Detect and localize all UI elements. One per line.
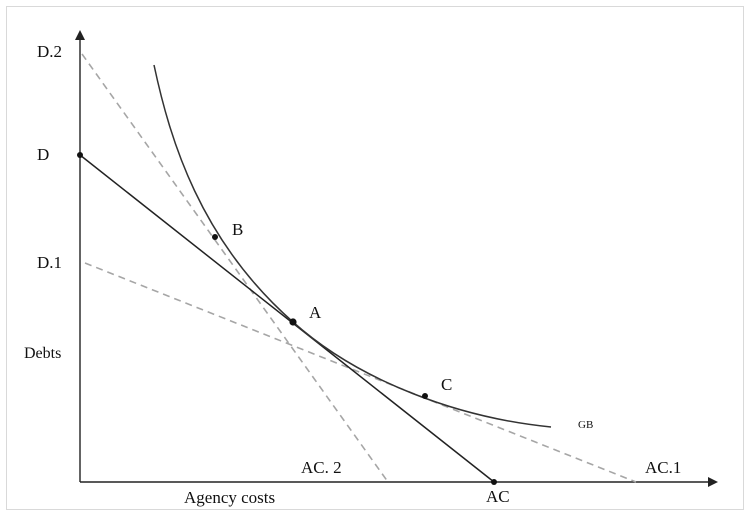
- point-a-dot: [289, 318, 297, 326]
- point-b-label: B: [232, 220, 243, 239]
- x-label-ac: AC: [486, 487, 510, 506]
- y-label-d2: D.2: [37, 42, 62, 61]
- figure-frame: [6, 6, 744, 510]
- x-label-ac1: AC.1: [645, 458, 681, 477]
- curve-label-gb: GB: [578, 419, 593, 431]
- y-label-d: D: [37, 145, 49, 164]
- x-axis-label: Agency costs: [184, 488, 275, 507]
- point-c-label: C: [441, 375, 452, 394]
- point-c-dot: [422, 393, 428, 399]
- x-label-ac2: AC. 2: [301, 458, 342, 477]
- dashed-line-d2-ac2: [81, 53, 389, 483]
- y-label-d1: D.1: [37, 253, 62, 272]
- solid-line-d-ac: [79, 154, 495, 483]
- point-a-label: A: [309, 303, 322, 322]
- y-axis-label: Debts: [24, 345, 61, 362]
- point-ac-dot: [491, 479, 497, 485]
- gb-curve: [153, 64, 552, 428]
- point-b-dot: [212, 234, 218, 240]
- point-d-dot: [77, 152, 83, 158]
- dashed-line-d1-ac1: [84, 262, 637, 483]
